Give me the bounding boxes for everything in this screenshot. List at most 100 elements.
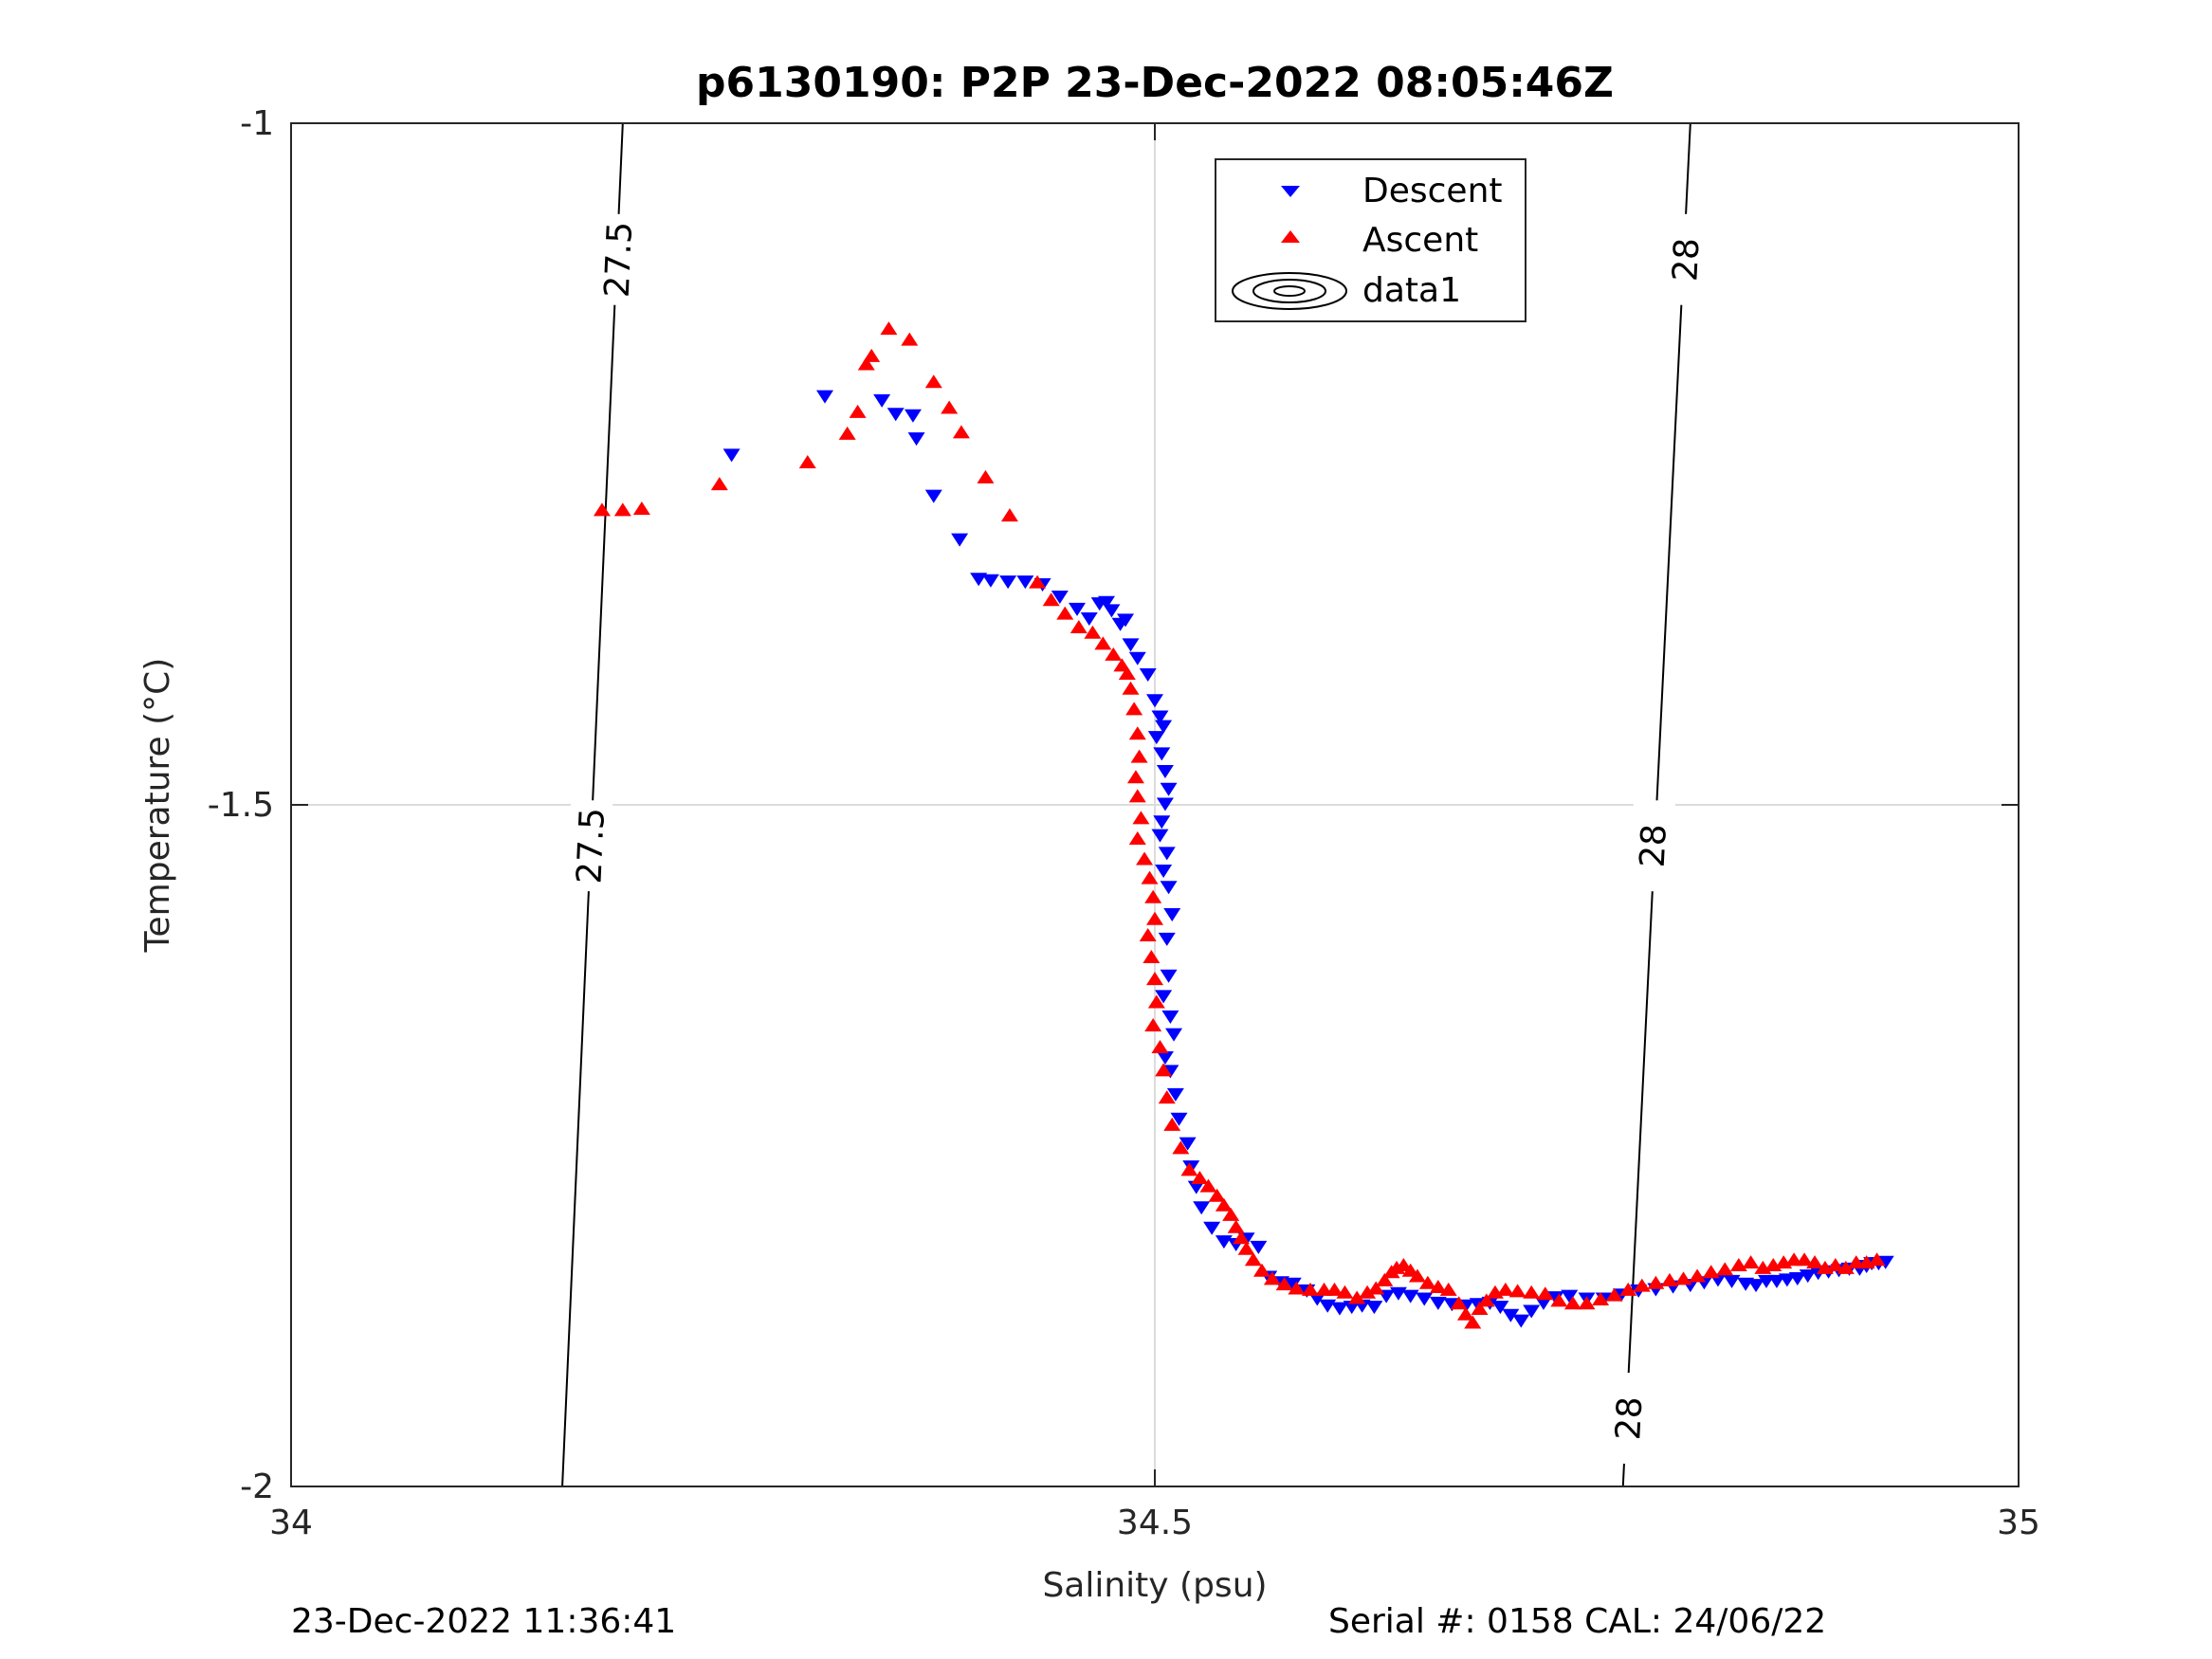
ascent-point <box>1029 574 1047 589</box>
descent-point <box>1203 1221 1221 1235</box>
ascent-point <box>1146 911 1163 925</box>
ascent-point <box>1702 1265 1720 1279</box>
x-tick-label: 34 <box>269 1504 313 1542</box>
contour-label-gap <box>567 799 613 893</box>
ascent-point <box>1716 1262 1734 1276</box>
descent-point <box>1778 1273 1796 1287</box>
ascent-point <box>1408 1268 1426 1283</box>
ascent-point <box>1252 1263 1271 1277</box>
descent-point <box>924 489 942 503</box>
ascent-point <box>1578 1296 1596 1310</box>
descent-point <box>1128 651 1146 665</box>
descent-point <box>1155 865 1173 879</box>
descent-point <box>1139 667 1157 682</box>
descent-point <box>1343 1301 1361 1315</box>
ascent-point <box>1477 1293 1495 1307</box>
descent-point <box>1187 1180 1205 1194</box>
density-contours: 27.5 27.5 28 28 28 <box>561 122 1709 1487</box>
ascent-point <box>1550 1293 1568 1307</box>
ascent-point <box>613 502 631 517</box>
ascent-point <box>1143 950 1161 964</box>
descent-point <box>1512 1314 1530 1328</box>
descent-point <box>1151 829 1169 843</box>
descent-point <box>1069 602 1087 616</box>
ascent-point <box>1141 870 1159 884</box>
ascent-point <box>1122 681 1140 695</box>
ascent-point <box>1301 1282 1319 1296</box>
ascent-point <box>924 374 942 389</box>
descent-point <box>1097 595 1115 610</box>
descent-point <box>1153 815 1171 830</box>
ascent-point <box>1471 1302 1489 1316</box>
ascent-point <box>1376 1272 1394 1286</box>
ascent-point <box>1367 1281 1385 1295</box>
x-axis-label: Salinity (psu) <box>1042 1566 1267 1605</box>
descent-point <box>1158 932 1176 946</box>
ascent-point <box>1136 851 1154 866</box>
descent-point <box>1179 1137 1197 1151</box>
descent-point <box>1153 747 1171 761</box>
ascent-point <box>977 469 995 483</box>
descent-point <box>1151 710 1169 724</box>
ascent-point <box>1118 665 1136 680</box>
ascent-point <box>1069 620 1088 634</box>
ascent-point <box>1263 1271 1281 1285</box>
ascent-point <box>1496 1282 1514 1296</box>
y-tick-label: -1.5 <box>208 786 274 825</box>
ascent-point <box>1227 1219 1245 1233</box>
ascent-point <box>1619 1282 1637 1296</box>
ascent-point <box>1147 994 1165 1009</box>
ascent-point <box>1000 508 1018 522</box>
descent-point <box>1117 613 1135 628</box>
y-tick-label: -2 <box>240 1468 274 1506</box>
descent-point <box>1429 1296 1447 1310</box>
descent-point <box>1163 908 1181 922</box>
ascent-point <box>1126 770 1144 784</box>
descent-point <box>981 574 999 588</box>
descent-point <box>1161 1010 1179 1024</box>
descent-point <box>1016 575 1034 590</box>
descent-point <box>1491 1301 1509 1315</box>
ascent-point <box>1244 1252 1262 1267</box>
ascent-point <box>1536 1286 1554 1301</box>
ascent-point <box>1163 1117 1181 1131</box>
ascent-point <box>1139 928 1157 942</box>
descent-point <box>1876 1255 1894 1269</box>
ascent-point <box>1508 1284 1526 1298</box>
ascent-point <box>1191 1171 1209 1185</box>
serial-cal-text: Serial #: 0158 CAL: 24/06/22 <box>1328 1602 1827 1641</box>
y-tick-label: -1 <box>240 104 274 143</box>
contour-label: 27.5 <box>570 807 612 884</box>
ascent-point <box>1180 1162 1198 1176</box>
y-axis-label: Temperature (°C) <box>138 658 177 954</box>
ascent-point <box>1605 1287 1623 1302</box>
ascent-point <box>1450 1296 1468 1310</box>
descent-point <box>1365 1301 1383 1315</box>
descent-point <box>1767 1274 1785 1288</box>
ascent-point <box>1056 606 1074 620</box>
descent-point <box>1160 881 1178 895</box>
descent-point <box>1156 1051 1174 1066</box>
descent-point <box>1160 782 1178 796</box>
ascent-point <box>1359 1285 1377 1299</box>
ascent-point <box>593 502 611 517</box>
descent-point <box>904 409 922 423</box>
ascent-point <box>1796 1252 1814 1267</box>
ascent-point <box>1144 1017 1162 1031</box>
contour-label: 28 <box>1634 823 1674 868</box>
legend-ascent-marker <box>1281 230 1300 243</box>
ascent-point <box>838 426 856 440</box>
descent-point <box>1401 1289 1419 1304</box>
ascent-point <box>710 477 728 491</box>
ascent-point <box>1105 647 1123 661</box>
legend-contour-label: data1 <box>1362 271 1461 310</box>
ascent-point <box>1348 1290 1366 1304</box>
descent-point <box>1799 1269 1817 1284</box>
legend-contour-icon <box>1232 272 1347 310</box>
contour-label: 28 <box>1666 237 1707 283</box>
descent-point <box>1155 990 1173 1004</box>
ascent-point <box>1563 1296 1581 1310</box>
descent-point <box>1416 1292 1434 1306</box>
ascent-point <box>901 332 919 346</box>
